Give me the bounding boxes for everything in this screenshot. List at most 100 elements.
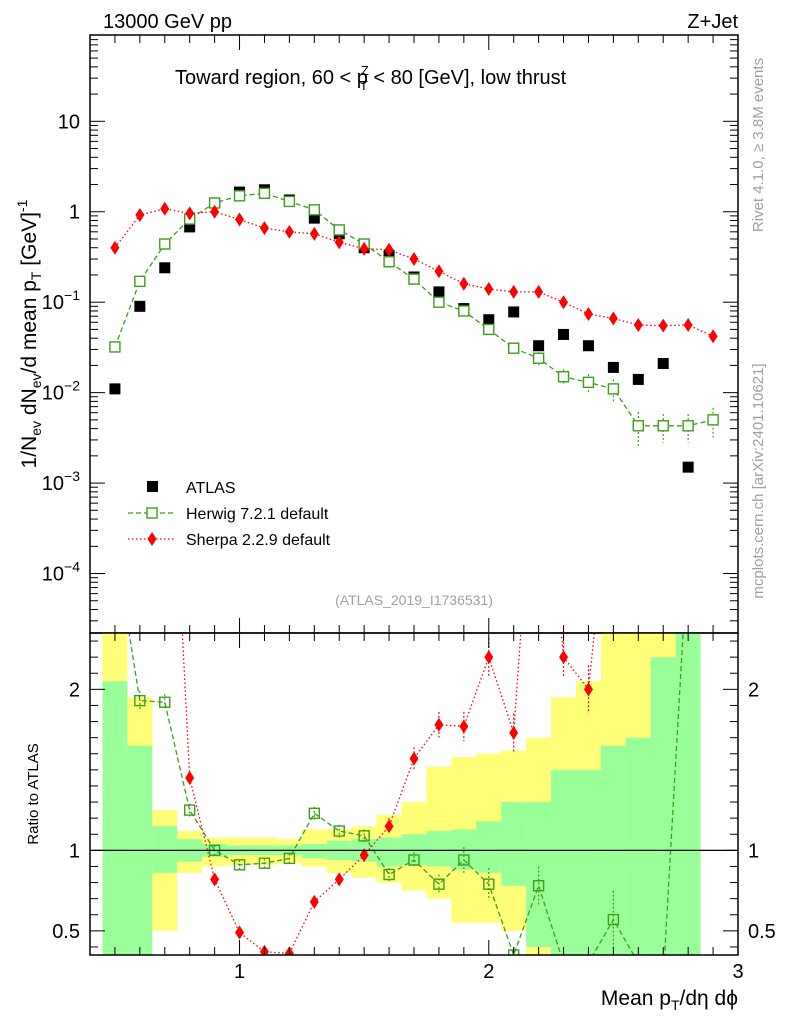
main-point-herwig [283, 195, 296, 208]
legend-marker-atlas [147, 481, 158, 492]
title-sup: Z [361, 63, 369, 78]
main-point-sherpa [284, 224, 294, 239]
main-point-herwig [507, 342, 520, 354]
ratio-point-herwig [333, 825, 345, 837]
ratio-point-herwig [258, 857, 271, 869]
main-point-atlas [508, 306, 520, 318]
main-point-herwig [233, 190, 246, 202]
main-point-sherpa [334, 235, 344, 250]
main-point-herwig [109, 341, 121, 353]
ratio-y-axis-label: Ratio to ATLAS [25, 743, 42, 844]
main-point-herwig [408, 273, 420, 285]
main-point-herwig [707, 414, 719, 426]
ratio-point-herwig [183, 804, 196, 816]
title-sub: T [360, 78, 368, 93]
analysis-id: (ATLAS_2019_I1736531) [335, 592, 493, 608]
svg-text:1/Nev dNev/d mean pT [GeV]-1: 1/Nev dNev/d mean pT [GeV]-1 [14, 199, 44, 468]
main-y-tick-label: 10−2 [42, 378, 80, 405]
main-point-sherpa [259, 221, 269, 236]
ratio-y-tick-label-left: 2 [69, 679, 80, 701]
ratio-band-stat [426, 831, 452, 867]
ratio-point-sherpa [509, 725, 519, 740]
main-point-sherpa [658, 318, 668, 333]
main-point-herwig [383, 256, 395, 268]
main-point-atlas [184, 221, 196, 233]
ratio-point-sherpa [235, 925, 245, 940]
ratio-point-herwig [283, 852, 296, 865]
main-point-atlas [134, 300, 146, 312]
ratio-band-stat [551, 769, 576, 955]
ratio-band-stat [576, 769, 601, 955]
main-series-line-1 [114, 192, 714, 427]
ratio-point-herwig [532, 880, 545, 892]
main-point-sherpa [309, 226, 319, 241]
ratio-point-herwig [458, 854, 470, 866]
main-point-sherpa [384, 242, 394, 257]
ratio-band-stat [102, 681, 128, 955]
main-point-atlas [582, 340, 594, 352]
main-point-sherpa [185, 206, 195, 221]
main-point-herwig [258, 187, 271, 199]
main-point-herwig [483, 323, 495, 336]
ratio-y-tick-label-right: 2 [748, 679, 759, 701]
rivet-label: Rivet 4.1.0, ≥ 3.8M events [750, 58, 767, 232]
ratio-y-tick-label-right: 1 [748, 840, 759, 862]
main-point-herwig [582, 376, 595, 389]
ratio-point-sherpa [359, 848, 369, 863]
x-axis-label: Mean pT/dη dϕ [601, 987, 738, 1013]
ratio-point-herwig [433, 878, 445, 890]
legend: ATLAS Herwig 7.2.1 default Sherpa 2.2.9 … [128, 480, 331, 549]
main-point-atlas [533, 340, 545, 352]
main-y-tick-label: 10−3 [42, 468, 80, 495]
ratio-point-herwig [607, 913, 620, 926]
ratio-band-stat [301, 843, 327, 859]
main-point-herwig [433, 296, 445, 308]
ratio-point-herwig [308, 807, 321, 820]
main-point-sherpa [509, 284, 519, 299]
main-point-herwig [557, 371, 570, 383]
main-point-atlas [632, 373, 644, 385]
main-point-sherpa [484, 281, 494, 296]
main-plot-panel: 10 1 10−1 10−2 10−3 10−4 Toward region, 60 < … [14, 34, 739, 634]
main-point-herwig [607, 383, 620, 395]
main-point-herwig [308, 204, 321, 216]
main-point-atlas [607, 361, 619, 373]
main-point-sherpa [135, 208, 145, 223]
main-y-tick-label: 1 [69, 202, 80, 224]
ratio-point-sherpa [459, 719, 469, 734]
main-point-herwig [134, 275, 146, 288]
legend-marker-herwig [146, 507, 158, 519]
energy-label: 13000 GeV pp [103, 11, 232, 33]
main-point-sherpa [459, 276, 469, 291]
main-point-herwig [532, 352, 545, 364]
main-y-tick-label: 10 [58, 111, 80, 133]
main-point-atlas [433, 286, 445, 298]
ratio-point-sherpa [559, 650, 569, 665]
ratio-point-herwig [483, 878, 495, 890]
main-point-sherpa [160, 201, 170, 216]
ratio-band-stat [152, 826, 178, 873]
ratio-band-stat [501, 802, 527, 886]
main-point-atlas [159, 262, 171, 274]
legend-marker-sherpa [147, 532, 157, 546]
main-point-sherpa [110, 240, 120, 255]
ratio-band-stat [675, 633, 701, 955]
main-y-tick-label: 10−1 [42, 287, 80, 314]
main-point-sherpa [434, 264, 444, 279]
main-point-sherpa [235, 212, 245, 227]
main-point-sherpa [559, 295, 569, 310]
ratio-point-sherpa [484, 650, 494, 665]
ratio-point-herwig [358, 830, 370, 842]
ratio-point-sherpa [384, 819, 394, 834]
ratio-x-tick-label: 1 [234, 961, 245, 983]
ratio-band-stat [625, 737, 651, 955]
ratio-point-sherpa [309, 894, 319, 909]
ratio-band-stat [376, 837, 402, 867]
process-label: Z+Jet [687, 11, 738, 33]
main-point-herwig [333, 224, 345, 236]
ratio-x-tick-label: 3 [732, 961, 743, 983]
main-point-sherpa [608, 311, 618, 326]
main-point-sherpa [708, 329, 718, 344]
main-plot-title: Toward region, 60 < pZ T < 80 [GeV], low … [175, 63, 567, 93]
